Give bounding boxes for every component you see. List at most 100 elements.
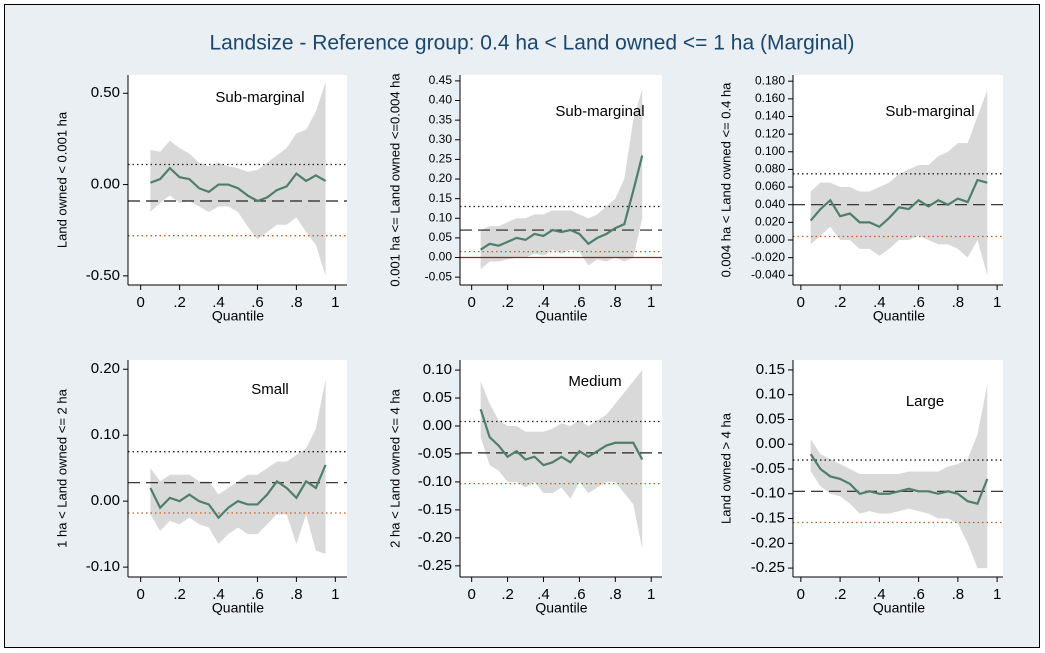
- y-tick-label: -0.05: [751, 460, 785, 477]
- y-tick-label: -0.25: [418, 557, 452, 574]
- x-tick-label: .4: [537, 294, 550, 311]
- y-tick-label: 0.10: [429, 210, 453, 224]
- x-tick-label: .4: [873, 586, 886, 603]
- x-tick-label: 0: [467, 294, 475, 311]
- y-tick-label: 0.00: [91, 176, 120, 193]
- y-tick-label: 0.00: [429, 250, 453, 264]
- x-tick-label: .6: [251, 294, 264, 311]
- x-tick-label: .8: [609, 294, 622, 311]
- y-tick-label: -0.05: [425, 269, 453, 283]
- y-axis-title: 0.004 ha < Land owned <= 0.4 ha: [718, 82, 733, 278]
- confidence-band: [150, 82, 326, 276]
- x-tick-label: 1: [331, 586, 339, 603]
- x-axis-title: Quantile: [535, 308, 587, 324]
- x-tick-label: .2: [501, 586, 514, 603]
- y-axis-title: 2 ha < Land owned <= 4 ha: [387, 388, 402, 547]
- y-tick-label: -0.20: [418, 529, 452, 546]
- x-axis-title: Quantile: [212, 600, 264, 616]
- estimate-line: [149, 464, 327, 520]
- y-tick-label: 0.15: [429, 191, 453, 205]
- x-tick-label: .8: [952, 586, 965, 603]
- y-tick-label: -0.05: [418, 445, 452, 462]
- estimate-line: [479, 408, 644, 467]
- annotation: Medium: [568, 373, 621, 390]
- y-tick-label: -0.10: [751, 485, 785, 502]
- x-axis-title: Quantile: [873, 308, 925, 324]
- y-tick-label: -0.20: [751, 534, 785, 551]
- y-tick-label: 0.50: [91, 84, 120, 101]
- y-tick-label: 0.40: [429, 93, 453, 107]
- y-tick-label: -0.020: [751, 250, 785, 264]
- x-tick-label: .4: [212, 294, 225, 311]
- x-tick-label: .6: [912, 294, 925, 311]
- y-tick-label: 0.20: [429, 171, 453, 185]
- confidence-band: [810, 384, 988, 569]
- annotation: Small: [251, 381, 289, 398]
- y-tick-label: 0.060: [755, 179, 785, 193]
- x-tick-label: 0: [136, 586, 144, 603]
- y-axis-title: Land owned < 0.001 ha: [54, 111, 69, 248]
- x-tick-label: 0: [797, 586, 805, 603]
- y-tick-label: -0.15: [418, 501, 452, 518]
- x-tick-label: .8: [290, 586, 303, 603]
- y-tick-label: 0.10: [423, 361, 452, 378]
- y-tick-label: 0.05: [429, 230, 453, 244]
- x-tick-label: .6: [573, 586, 586, 603]
- y-tick-label: -0.15: [751, 510, 785, 527]
- x-tick-label: 1: [993, 294, 1001, 311]
- y-tick-label: -0.50: [86, 267, 120, 284]
- x-tick-label: .6: [251, 586, 264, 603]
- y-tick-label: 0.00: [423, 417, 452, 434]
- y-tick-label: 0.080: [755, 162, 785, 176]
- estimate-line: [150, 166, 327, 203]
- x-tick-label: 0: [136, 294, 144, 311]
- estimate-line: [809, 453, 989, 505]
- y-tick-label: 0.180: [755, 73, 785, 87]
- y-tick-label: 0.45: [429, 73, 453, 87]
- x-tick-label: .8: [952, 294, 965, 311]
- y-axis-title: Land owned > 4 ha: [718, 412, 733, 524]
- panel: 0.15 0.10 0.05 0.00 -0.05 -0.10 -0.15 -0.20 -0.2…: [718, 360, 1003, 616]
- y-tick-label: 0.25: [429, 152, 453, 166]
- panel: 0.45 0.40 0.35 0.30 0.25 0.20 0.15 0.10 0.05 0.00…: [387, 73, 662, 324]
- x-tick-label: .4: [537, 586, 550, 603]
- y-tick-label: 0.000: [755, 232, 785, 246]
- y-tick-label: -0.25: [751, 559, 785, 576]
- annotation: Large: [906, 393, 944, 410]
- x-tick-label: 0: [467, 586, 475, 603]
- x-tick-label: .2: [501, 294, 514, 311]
- estimate-line: [480, 155, 644, 251]
- x-tick-label: .8: [609, 586, 622, 603]
- x-tick-label: .6: [573, 294, 586, 311]
- confidence-band: [480, 370, 643, 550]
- x-tick-label: .8: [290, 294, 303, 311]
- y-tick-label: 0.15: [756, 361, 785, 378]
- y-tick-label: 0.120: [755, 126, 785, 140]
- x-tick-label: 0: [797, 294, 805, 311]
- x-tick-label: 1: [993, 586, 1001, 603]
- x-axis-title: Quantile: [212, 308, 264, 324]
- x-axis-title: Quantile: [535, 600, 587, 616]
- y-tick-label: 0.35: [429, 112, 453, 126]
- x-tick-label: .2: [834, 294, 847, 311]
- x-tick-label: .4: [873, 294, 886, 311]
- panel: 0.180 0.160 0.140 0.120 0.100 0.080 0.060 0.040…: [718, 73, 1003, 324]
- x-tick-label: 1: [331, 294, 339, 311]
- confidence-band: [810, 90, 988, 276]
- y-tick-label: 0.020: [755, 215, 785, 229]
- y-tick-label: 0.30: [429, 132, 453, 146]
- estimate-line: [809, 178, 988, 229]
- y-tick-label: -0.10: [418, 473, 452, 490]
- confidence-band: [480, 88, 643, 270]
- figure-title: Landsize - Reference group: 0.4 ha < Lan…: [209, 32, 854, 55]
- y-tick-label: 0.10: [91, 426, 120, 443]
- y-axis-title: 0.001 ha <= Land owned <=0.004 ha: [387, 73, 402, 287]
- x-axis-title: Quantile: [873, 600, 925, 616]
- panel: 0.10 0.05 0.00 -0.05 -0.10 -0.15 -0.20 -0.25 0 .2…: [387, 360, 662, 616]
- y-tick-label: 0.00: [91, 492, 120, 509]
- annotation: Sub-marginal: [555, 103, 644, 120]
- y-tick-label: 0.040: [755, 197, 785, 211]
- y-tick-label: -0.040: [751, 267, 785, 281]
